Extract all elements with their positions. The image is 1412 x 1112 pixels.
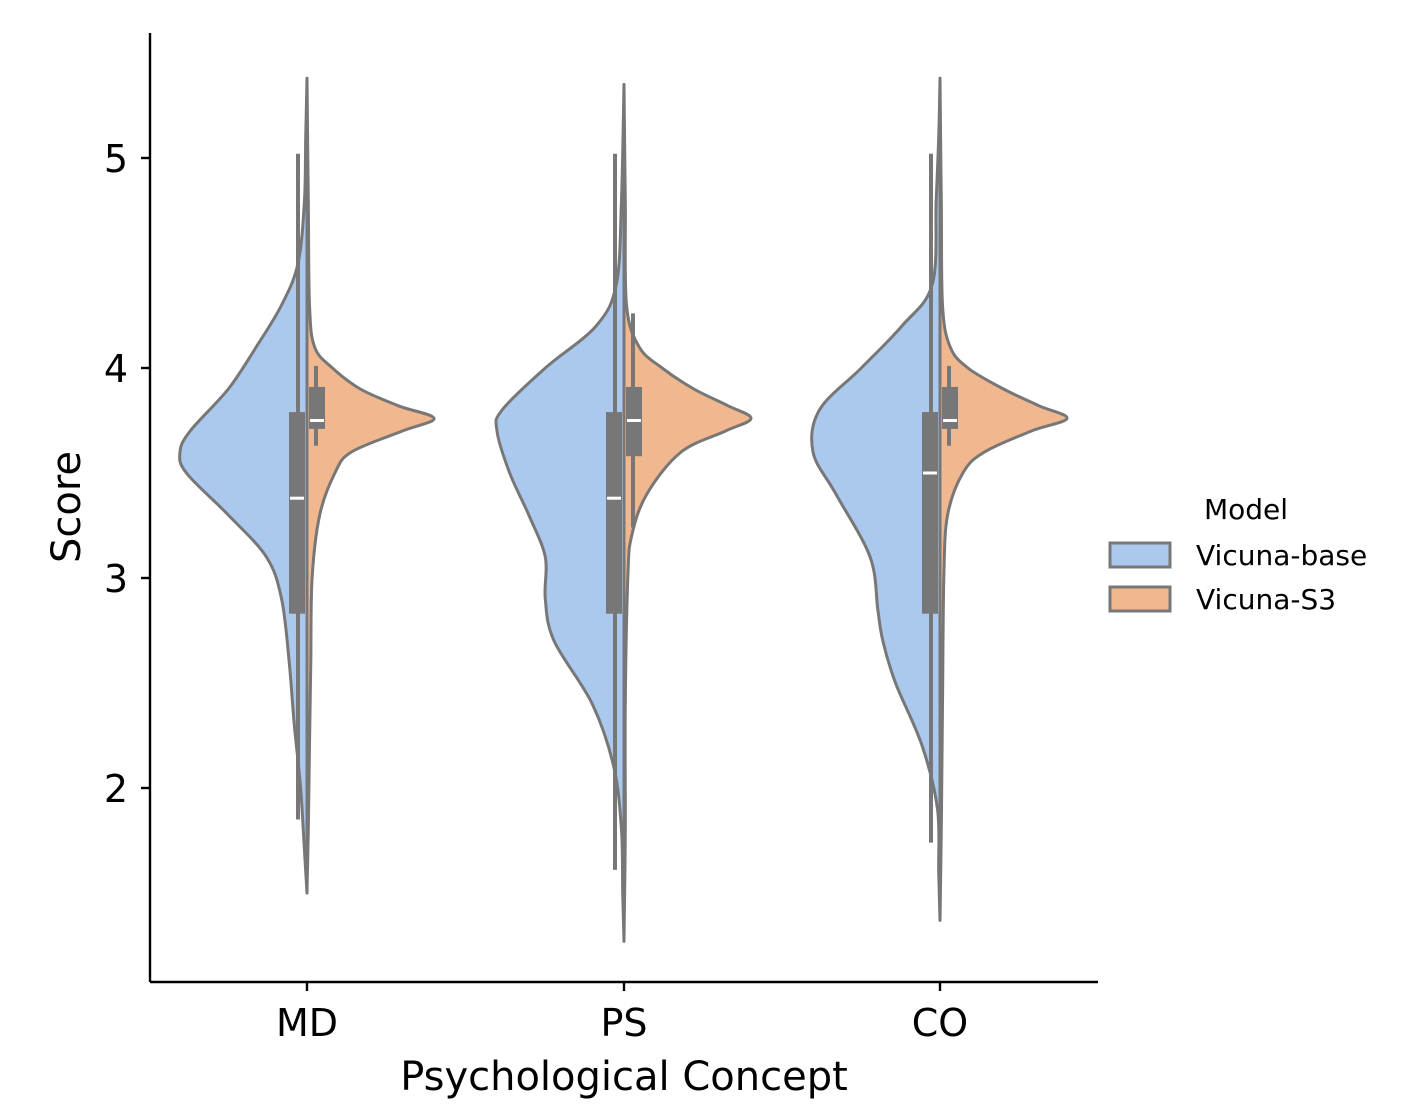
y-axis-label: Score [44, 451, 90, 563]
iqr-box-vicuna-s3-md [309, 386, 325, 429]
y-tick-label: 4 [104, 347, 128, 391]
x-tick-label-md: MD [276, 1001, 338, 1045]
legend-swatch-vicuna-s3 [1108, 585, 1172, 613]
violin-vicuna-s3-co [938, 76, 1069, 922]
violin-vicuna-s3-ps [622, 83, 753, 943]
iqr-box-vicuna-base-md [289, 412, 305, 614]
legend-label-vicuna-base: Vicuna-base [1196, 539, 1367, 572]
violin-vicuna-s3-md [305, 76, 436, 895]
violin-vicuna-base-ps [494, 83, 626, 943]
x-tick-label-co: CO [912, 1001, 968, 1045]
y-axis-ticks: 2 3 4 5 [104, 137, 150, 811]
violin-vicuna-base-md [178, 76, 309, 895]
y-tick-label: 5 [104, 137, 128, 181]
y-tick-label: 2 [104, 767, 128, 811]
legend-swatch-vicuna-base [1108, 541, 1172, 569]
x-axis-ticks: MD PS CO [276, 982, 968, 1045]
y-tick-label: 3 [104, 557, 128, 601]
x-tick-label-ps: PS [600, 1001, 647, 1045]
iqr-box-vicuna-base-co [922, 412, 938, 614]
iqr-box-vicuna-s3-co [942, 386, 958, 429]
legend-label-vicuna-s3: Vicuna-S3 [1196, 583, 1336, 616]
iqr-box-vicuna-base-ps [606, 412, 622, 614]
x-axis-label: Psychological Concept [400, 1054, 848, 1100]
inner-box-layer [289, 153, 958, 870]
violin-vicuna-base-co [810, 76, 942, 922]
legend-title: Model [1204, 493, 1288, 526]
legend: Model Vicuna-base Vicuna-S3 [1108, 493, 1367, 616]
